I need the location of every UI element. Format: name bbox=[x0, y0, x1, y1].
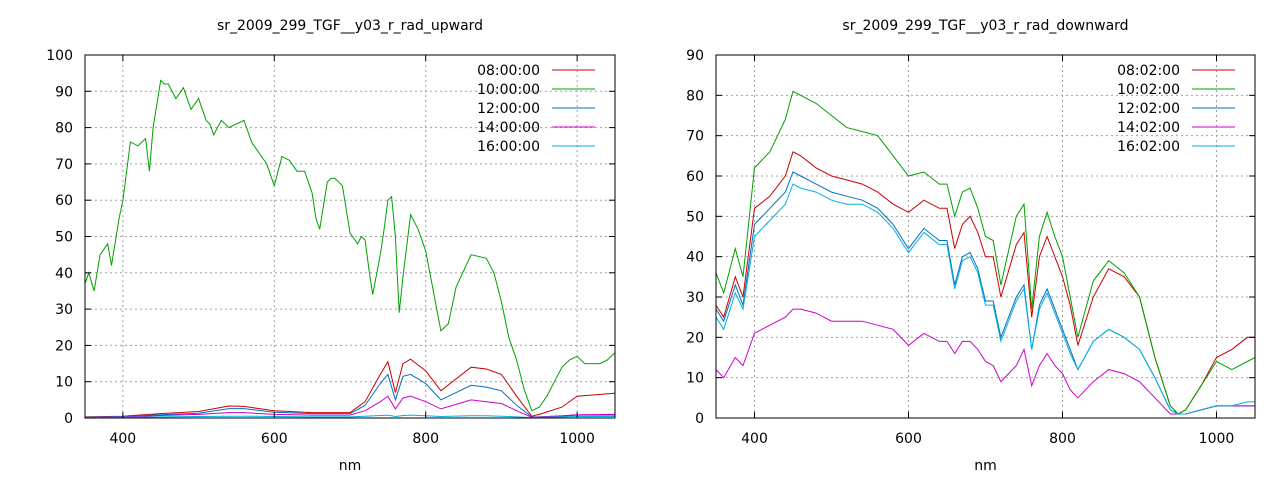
y-tick-label: 50 bbox=[686, 209, 704, 225]
series-line-160200 bbox=[716, 183, 1255, 415]
y-tick-label: 100 bbox=[46, 48, 73, 64]
series-line-160000 bbox=[85, 414, 615, 418]
y-tick-label: 50 bbox=[55, 230, 73, 246]
legend-label: 08:02:00 bbox=[1117, 63, 1180, 79]
x-axis-label: nm bbox=[339, 458, 362, 474]
legend-label: 12:00:00 bbox=[477, 101, 540, 117]
legend-label: 12:02:00 bbox=[1117, 101, 1180, 117]
chart-title: sr_2009_299_TGF__y03_r_rad_downward bbox=[842, 18, 1128, 34]
x-tick-label: 800 bbox=[1049, 431, 1076, 447]
legend-label: 14:02:00 bbox=[1117, 120, 1180, 136]
downward-radiance-chart: sr_2009_299_TGF__y03_r_rad_downward 0 10 20… bbox=[686, 18, 1256, 474]
legend-label: 16:00:00 bbox=[477, 139, 540, 155]
y-tick-label: 40 bbox=[686, 250, 704, 266]
legend-label: 16:02:00 bbox=[1117, 139, 1180, 155]
series-line-080200 bbox=[716, 151, 1255, 415]
series-line-140200 bbox=[716, 308, 1255, 415]
y-tick-label: 70 bbox=[686, 129, 704, 145]
x-tick-label: 600 bbox=[261, 431, 288, 447]
plot-frame bbox=[715, 54, 1256, 419]
y-tick-label: 60 bbox=[686, 169, 704, 185]
y-tick-label: 10 bbox=[55, 375, 73, 391]
series-line-120000 bbox=[85, 373, 615, 418]
y-tick-label: 60 bbox=[55, 193, 73, 209]
upward-radiance-chart: sr_2009_299_TGF__y03_r_rad_upward 0 10 20 30… bbox=[46, 18, 616, 474]
y-tick-label: 0 bbox=[64, 411, 73, 427]
legend-label: 08:00:00 bbox=[477, 63, 540, 79]
legend-label: 14:00:00 bbox=[477, 120, 540, 136]
x-tick-label: 400 bbox=[741, 431, 768, 447]
chart-title: sr_2009_299_TGF__y03_r_rad_upward bbox=[217, 18, 483, 34]
x-tick-label: 400 bbox=[109, 431, 136, 447]
series-line-100200 bbox=[716, 90, 1255, 415]
y-tick-label: 30 bbox=[686, 290, 704, 306]
y-tick-label: 80 bbox=[686, 88, 704, 104]
series-line-140000 bbox=[85, 395, 615, 418]
x-tick-label: 1000 bbox=[559, 431, 595, 447]
y-tick-label: 0 bbox=[695, 411, 704, 427]
x-axis-label: nm bbox=[974, 458, 997, 474]
x-tick-label: 600 bbox=[895, 431, 922, 447]
x-tick-label: 800 bbox=[412, 431, 439, 447]
series-line-100000 bbox=[85, 79, 615, 412]
y-tick-label: 90 bbox=[55, 84, 73, 100]
y-tick-label: 20 bbox=[55, 338, 73, 354]
y-tick-label: 80 bbox=[55, 121, 73, 137]
y-tick-label: 70 bbox=[55, 157, 73, 173]
y-tick-label: 40 bbox=[55, 266, 73, 282]
legend-label: 10:02:00 bbox=[1117, 82, 1180, 98]
y-tick-label: 20 bbox=[686, 330, 704, 346]
y-tick-label: 90 bbox=[686, 48, 704, 64]
x-tick-label: 1000 bbox=[1199, 431, 1235, 447]
series-line-080000 bbox=[85, 358, 615, 418]
y-tick-label: 30 bbox=[55, 302, 73, 318]
legend-label: 10:00:00 bbox=[477, 82, 540, 98]
y-tick-label: 10 bbox=[686, 371, 704, 387]
